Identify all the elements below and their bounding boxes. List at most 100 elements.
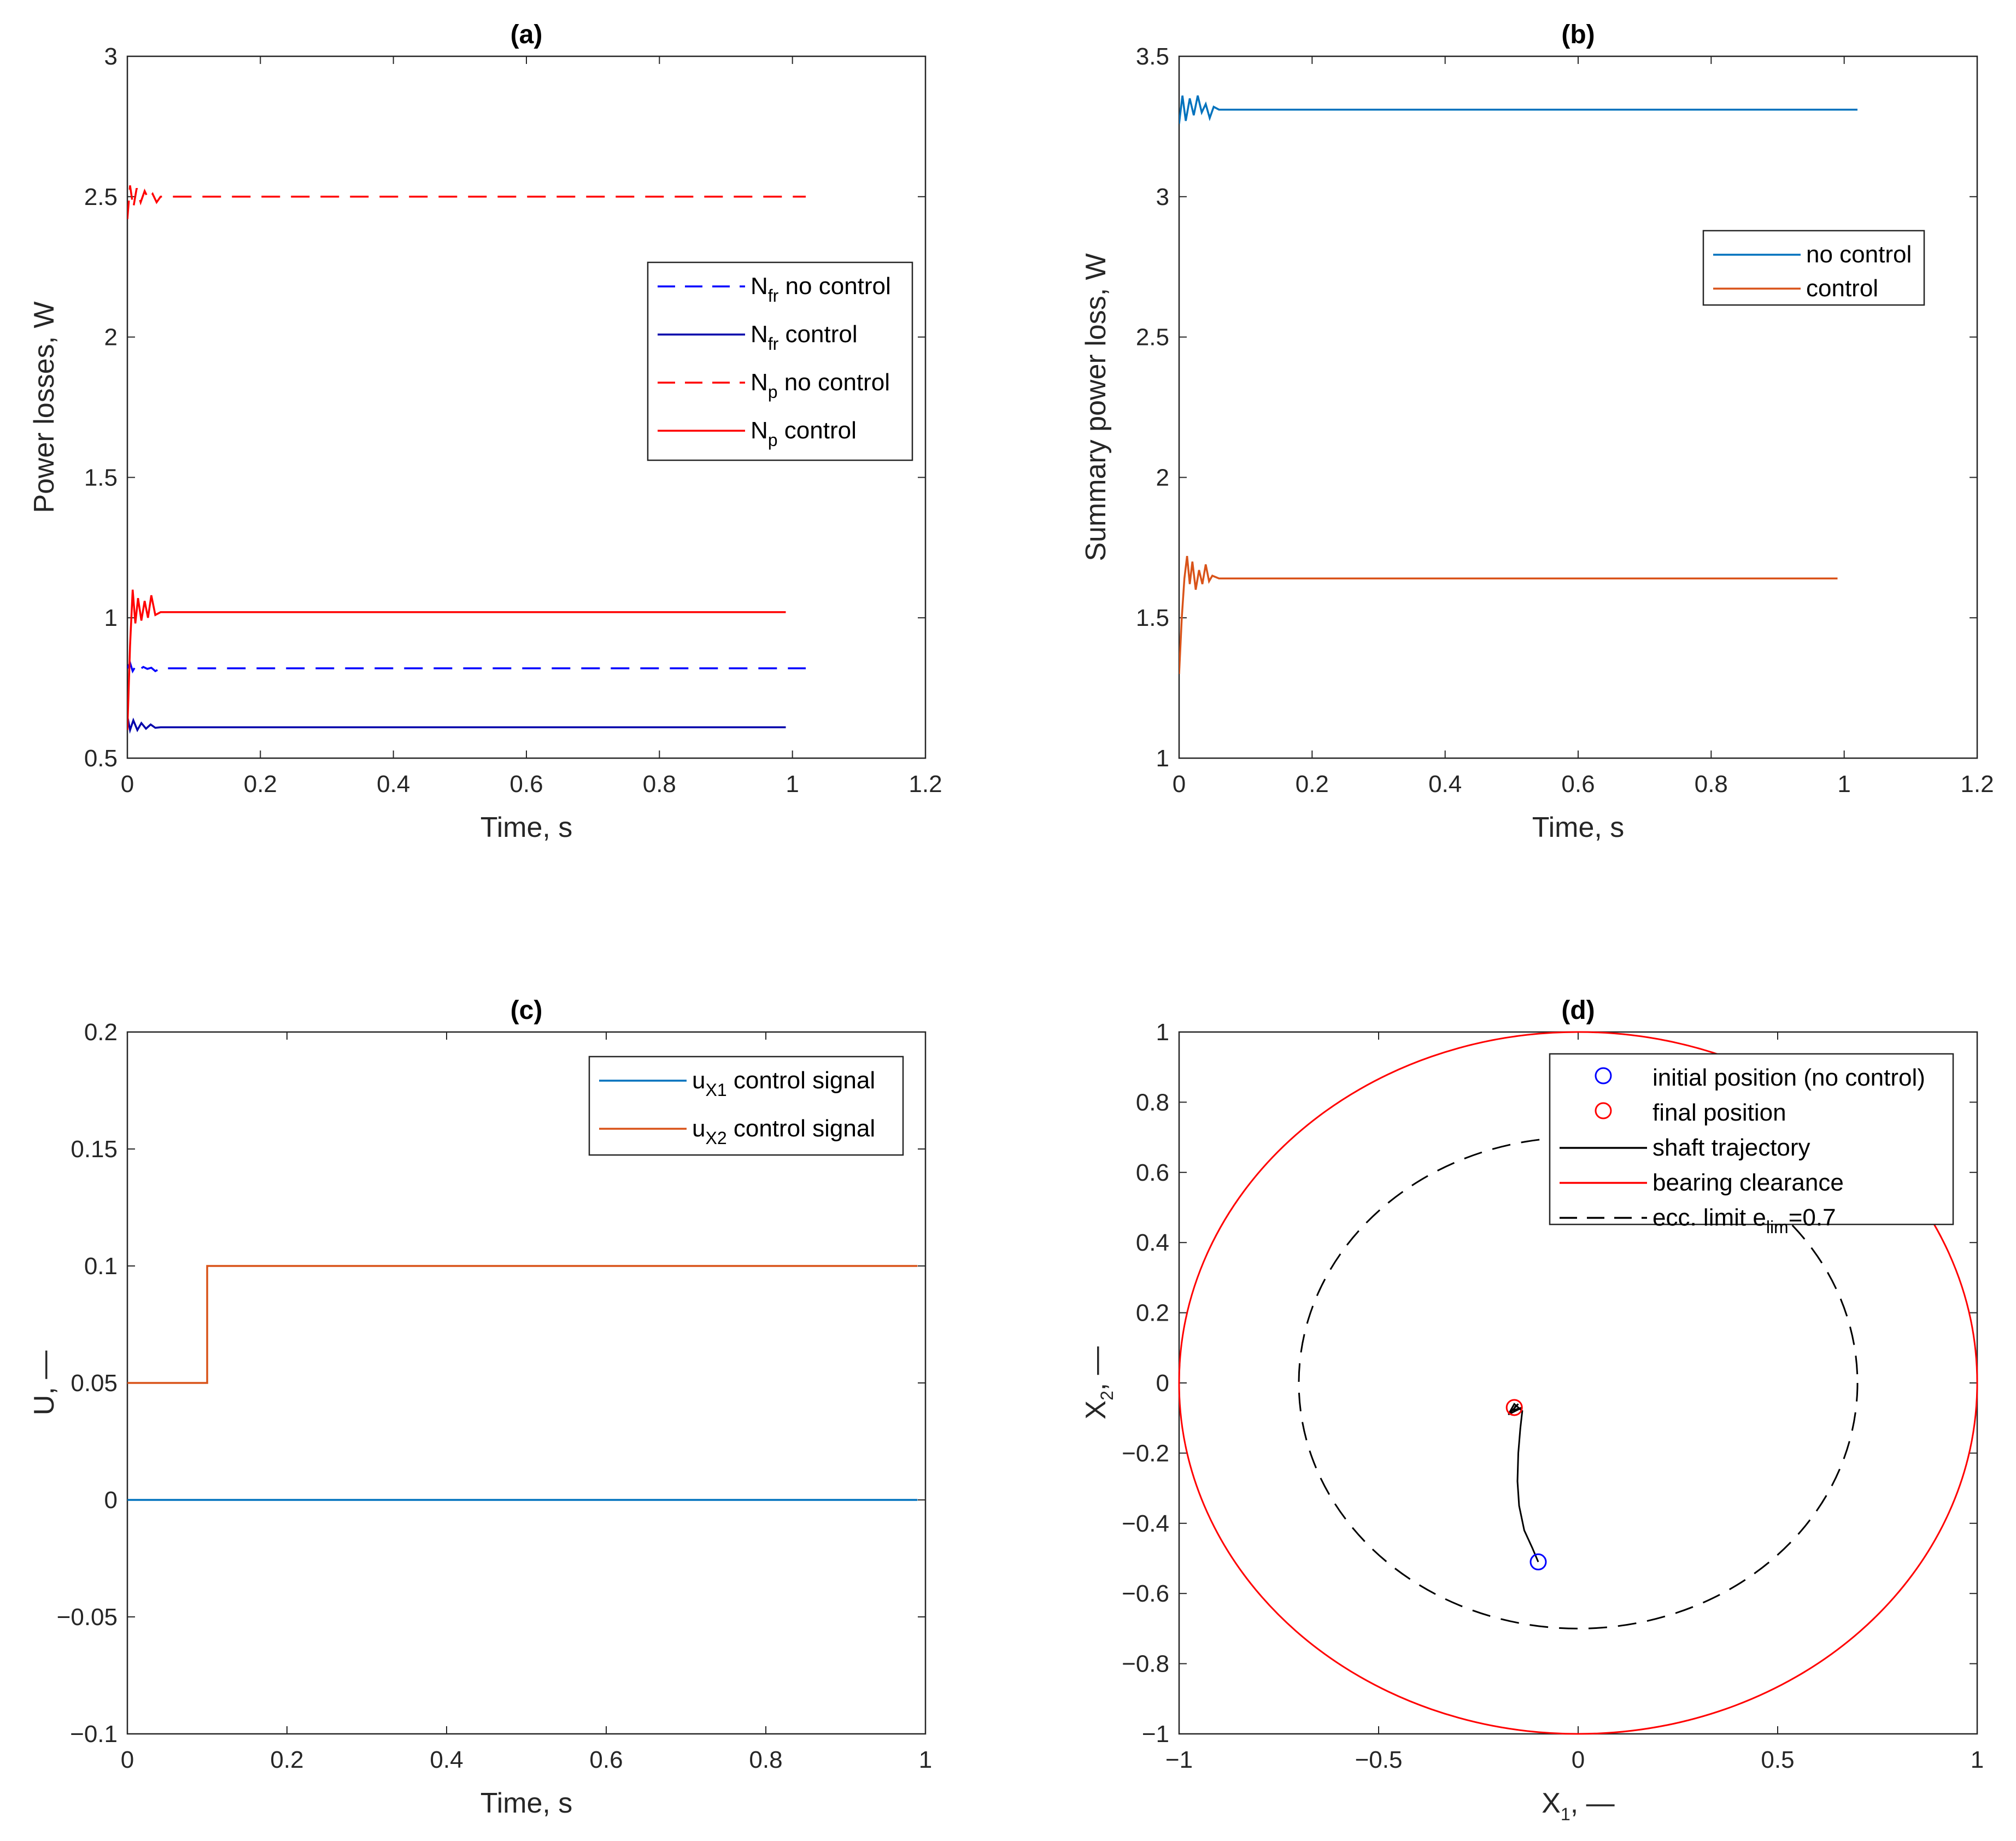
x-tick-label: −0.5: [1355, 1746, 1403, 1773]
y-tick-label: 0.5: [84, 745, 118, 772]
shaft-trajectory: [1508, 1403, 1539, 1562]
series-line: [127, 185, 806, 220]
legend-box: [588, 1056, 904, 1156]
legend-label: final position: [1652, 1099, 1786, 1126]
x-tick-label: 1.2: [909, 771, 942, 798]
x-tick-label: 0.6: [589, 1746, 623, 1773]
legend-marker: [1595, 1102, 1612, 1119]
y-tick-label: 1: [104, 605, 118, 631]
axes-c: 0 0.2 0.4 0.6 0.8 1 −0.1 −0.05 0 0.05 0.1 0.15 0.2 (c…: [28, 996, 932, 1819]
x-tick-label: 0.8: [1695, 771, 1728, 798]
y-tick-label: −0.05: [57, 1604, 118, 1631]
y-tick-label: −0.8: [1122, 1651, 1169, 1678]
y-axis-label: X2, —: [1080, 1346, 1117, 1419]
series-line: [127, 589, 786, 730]
y-tick-label: −1: [1142, 1721, 1169, 1748]
legend-b: no control control: [1702, 230, 1925, 306]
bearing-clearance-circle: [1178, 1031, 1978, 1735]
plot-frame: [126, 55, 927, 759]
x-tick-label: 0.2: [1296, 771, 1329, 798]
x-tick-label: 0.8: [643, 771, 676, 798]
x-axis-label: Time, s: [1532, 812, 1625, 843]
y-tick-label: 3: [104, 43, 118, 70]
ecc-limit-circle: [1298, 1136, 1859, 1629]
x-tick-label: 0.8: [749, 1746, 782, 1773]
legend-label: ecc. limit elim=0.7: [1652, 1204, 1836, 1237]
series-line: [1179, 555, 1838, 674]
axes-b: 0 0.2 0.4 0.6 0.8 1 1.2 1 1.5 2 2.5 3 3.5 (b) Time, s S…: [1080, 20, 1994, 843]
legend-label: Np control: [751, 417, 857, 450]
panel-title: (a): [511, 20, 543, 49]
axes-d: −1 −0.5 0 0.5 1 −1 −0.8 −0.6 −0.4 −0.2 0 0.2 0.4 0.6 0…: [1080, 996, 1984, 1824]
y-axis-label-group: Power losses, W: [28, 301, 60, 513]
legend-label: uX1 control signal: [692, 1067, 875, 1100]
legend-a: Nfr no control Nfr control Np no control Np…: [647, 261, 913, 461]
x-axis-label: Time, s: [480, 812, 573, 843]
y-axis-label-group: X2, —: [1080, 1346, 1117, 1419]
legend-label: Nfr control: [751, 321, 858, 354]
legend-c: uX1 control signal uX2 control signal: [588, 1056, 904, 1156]
x-tick-label: 0.4: [430, 1746, 463, 1773]
y-tick-label: 0.15: [71, 1136, 118, 1163]
series-line: [127, 660, 806, 674]
legend-label: shaft trajectory: [1652, 1134, 1810, 1161]
x-tick-label: −1: [1165, 1746, 1193, 1773]
y-tick-label: 1.5: [1136, 605, 1169, 631]
legend-d: initial position (no control) final posit…: [1549, 1053, 1954, 1237]
y-tick-label: 0.4: [1136, 1229, 1169, 1256]
y-tick-label: 2: [104, 324, 118, 351]
y-axis-label: Power losses, W: [28, 301, 60, 513]
x-tick-label: 1: [1837, 771, 1850, 798]
x-tick-label: 0: [121, 771, 134, 798]
x-tick-label: 0.6: [1561, 771, 1595, 798]
y-tick-label: 0.05: [71, 1370, 118, 1397]
legend-label: Nfr no control: [751, 273, 891, 306]
legend-marker: [1595, 1067, 1612, 1084]
initial-position-marker: [1529, 1553, 1547, 1570]
y-tick-label: 2: [1156, 464, 1169, 491]
y-tick-label: 2.5: [84, 184, 118, 210]
y-axis-label: U, —: [28, 1351, 60, 1415]
x-tick-label: 0.4: [1428, 771, 1462, 798]
series-line: [1179, 95, 1857, 124]
y-tick-label: −0.2: [1122, 1440, 1169, 1467]
y-tick-label: −0.1: [70, 1721, 118, 1748]
series-line: [127, 716, 786, 734]
y-tick-label: 0.2: [84, 1019, 118, 1046]
legend-label: uX2 control signal: [692, 1115, 875, 1148]
y-tick-label: 3.5: [1136, 43, 1169, 70]
y-tick-label: 0: [104, 1487, 118, 1514]
legend-label: bearing clearance: [1652, 1169, 1844, 1196]
y-tick-label: −0.6: [1122, 1580, 1169, 1607]
plot-frame: [1178, 55, 1978, 759]
x-tick-label: 1: [1971, 1746, 1984, 1773]
y-tick-label: −0.4: [1122, 1510, 1169, 1537]
y-tick-label: 3: [1156, 184, 1169, 210]
y-tick-label: 2.5: [1136, 324, 1169, 351]
x-axis-label: X1, —: [1542, 1787, 1614, 1824]
y-axis-label-group: Summary power loss, W: [1080, 253, 1112, 561]
final-position-marker: [1505, 1399, 1523, 1416]
legend-label: no control: [1806, 241, 1912, 268]
legend-label: Np no control: [751, 369, 890, 402]
y-tick-label: 0.6: [1136, 1159, 1169, 1186]
y-tick-label: 0: [1156, 1370, 1169, 1397]
series-line: [127, 1265, 918, 1384]
y-tick-label: 1: [1156, 745, 1169, 772]
x-tick-label: 0.2: [244, 771, 277, 798]
x-tick-label: 0.4: [377, 771, 410, 798]
y-tick-label: 1.5: [84, 464, 118, 491]
x-tick-label: 0.5: [1761, 1746, 1794, 1773]
x-tick-label: 0.6: [509, 771, 543, 798]
panel-title: (c): [511, 996, 543, 1025]
x-axis-label: Time, s: [480, 1787, 573, 1819]
y-axis-label-group: U, —: [28, 1351, 60, 1415]
x-tick-label: 0: [121, 1746, 134, 1773]
y-axis-label: Summary power loss, W: [1080, 253, 1112, 561]
x-tick-label: 0.2: [270, 1746, 303, 1773]
y-tick-label: 1: [1156, 1019, 1169, 1046]
legend-label: initial position (no control): [1652, 1064, 1925, 1091]
panel-title: (d): [1561, 996, 1595, 1025]
axes-a: 0 0.2 0.4 0.6 0.8 1 1.2 0.5 1 1.5 2 2.5 3 (a) Time, s P…: [28, 20, 942, 843]
